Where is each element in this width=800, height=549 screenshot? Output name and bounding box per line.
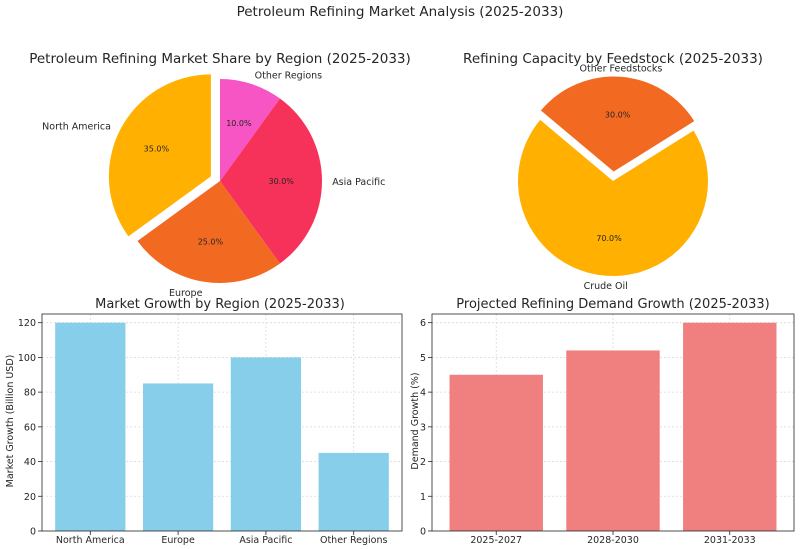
y-tick-label: 60 (24, 422, 36, 433)
pie-pct-label: 35.0% (144, 145, 170, 154)
pie-category-label: North America (42, 121, 111, 132)
pie-pct-label: 70.0% (596, 234, 622, 243)
y-tick-label: 2 (420, 457, 426, 468)
pie-slice-other-feedstocks (540, 76, 695, 172)
y-tick-label: 6 (420, 318, 426, 329)
figure-title: Petroleum Refining Market Analysis (2025… (237, 4, 564, 20)
pie-pct-label: 10.0% (226, 119, 252, 128)
pie-category-label: Asia Pacific (332, 177, 385, 188)
y-tick-label: 3 (420, 422, 426, 433)
y-tick-label: 80 (24, 388, 36, 399)
bar-2028-2030 (566, 350, 660, 531)
y-tick-label: 4 (420, 388, 426, 399)
bar-north-america (55, 322, 126, 531)
bar-other-regions (318, 452, 389, 531)
x-tick-label: 2025-2027 (470, 535, 522, 546)
bar-growth-title: Market Growth by Region (2025-2033) (95, 297, 345, 312)
pie-slice-north-america (108, 74, 211, 237)
pie-category-label: Other Feedstocks (580, 63, 663, 74)
x-tick-label: 2031-2033 (704, 535, 756, 546)
pie-chart-region-share: Petroleum Refining Market Share by Regio… (29, 51, 411, 299)
y-tick-label: 0 (30, 527, 36, 538)
y-tick-label: 0 (420, 527, 426, 538)
plot-frame (431, 313, 795, 532)
pie-feedstock-title: Refining Capacity by Feedstock (2025-203… (463, 51, 763, 67)
bar-2025-2027 (449, 374, 543, 531)
x-tick-label: Other Regions (320, 535, 388, 546)
plot-frame (41, 313, 403, 532)
y-tick-label: 100 (18, 353, 36, 364)
bar-demand-title: Projected Refining Demand Growth (2025-2… (456, 297, 769, 312)
bar-demand-ylabel: Demand Growth (%) (410, 372, 421, 469)
pie-category-label: Europe (169, 288, 203, 299)
pie-pct-label: 30.0% (268, 177, 294, 186)
pie-category-label: Crude Oil (584, 281, 628, 292)
y-tick-label: 20 (24, 492, 36, 503)
y-tick-label: 5 (420, 353, 426, 364)
pie-slice-crude-oil (518, 119, 708, 276)
bar-chart-market-growth: Market Growth by Region (2025-2033) Mark… (5, 297, 403, 546)
pie-slice-europe (137, 181, 280, 283)
bar-2031-2033 (683, 322, 777, 531)
pie-category-label: Other Regions (255, 70, 323, 81)
x-tick-label: 2028-2030 (587, 535, 639, 546)
y-tick-label: 120 (18, 318, 36, 329)
bar-growth-ylabel: Market Growth (Billion USD) (5, 355, 16, 488)
x-tick-label: Asia Pacific (239, 535, 292, 546)
y-tick-label: 40 (24, 457, 36, 468)
pie-slice-other-regions (220, 79, 280, 181)
bar-chart-demand-growth: Projected Refining Demand Growth (2025-2… (410, 297, 795, 546)
pie-slice-asia-pacific (220, 98, 322, 264)
y-tick-label: 1 (420, 492, 426, 503)
x-tick-label: Europe (161, 535, 195, 546)
pie-region-title: Petroleum Refining Market Share by Regio… (29, 51, 411, 67)
bar-europe (142, 383, 214, 531)
pie-pct-label: 25.0% (198, 237, 224, 246)
bar-asia-pacific (230, 357, 302, 531)
x-tick-label: North America (56, 535, 125, 546)
pie-chart-feedstock: Refining Capacity by Feedstock (2025-203… (463, 51, 763, 292)
pie-pct-label: 30.0% (605, 111, 631, 120)
